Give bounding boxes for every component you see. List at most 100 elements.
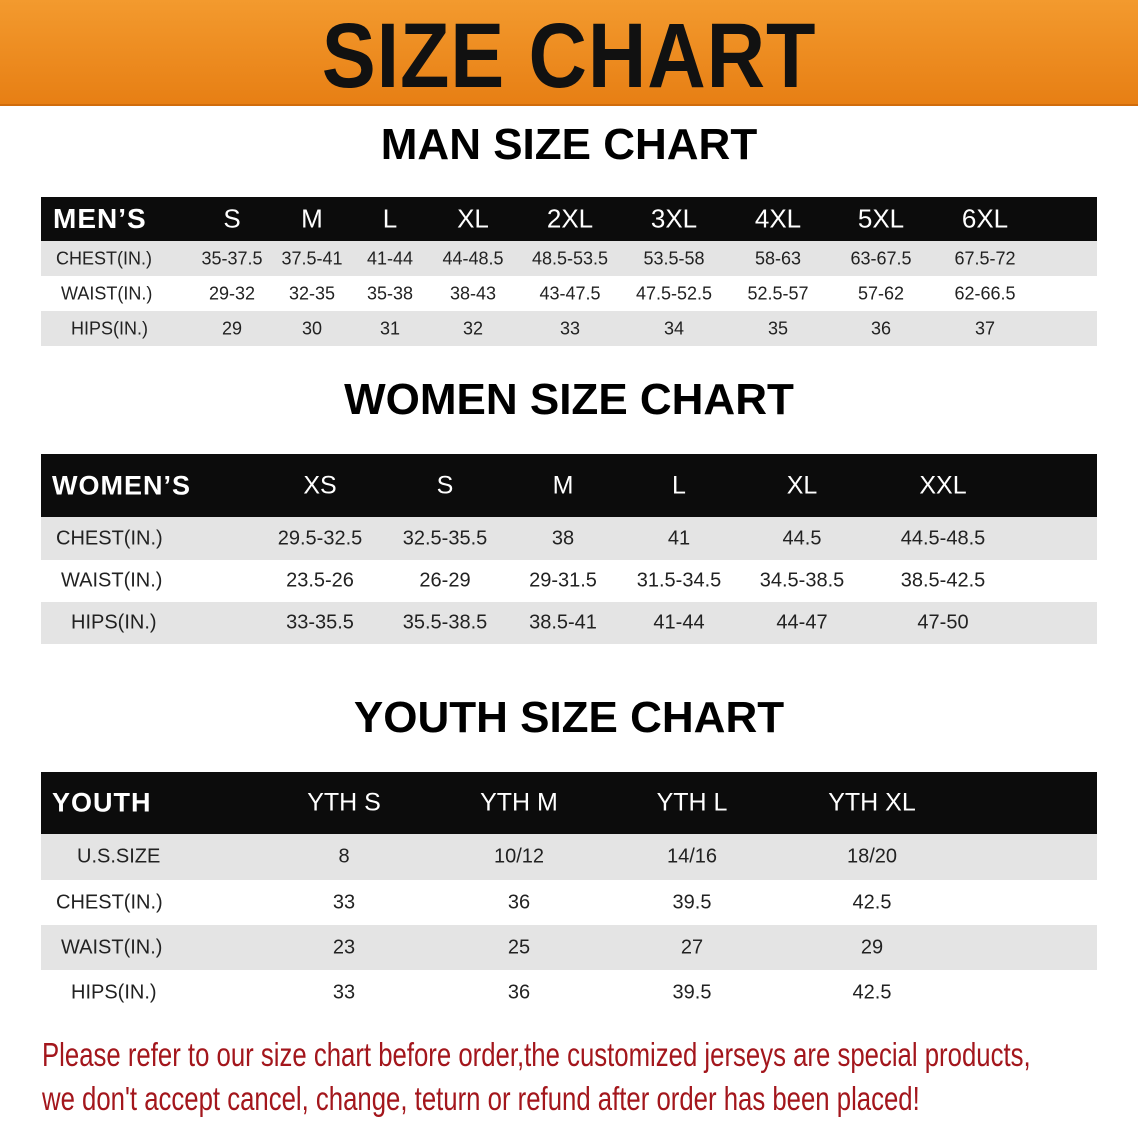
women-table-cell: 38	[551, 527, 575, 549]
women-size-xxl: XXL	[919, 471, 967, 499]
youth-row-label: HIPS(IN.)	[71, 981, 157, 1003]
youth-table-cell: 39.5	[672, 981, 712, 1003]
men-size-s: S	[223, 203, 241, 234]
men-table-cell: 31	[379, 318, 401, 338]
men-table-cell: 57-62	[857, 283, 905, 303]
women-table-row: HIPS(IN.) 33-35.5 35.5-38.5 38.5-41 41-44 44-…	[41, 602, 1097, 644]
men-table-row: HIPS(IN.) 29 30 31 32 33 34 35 36 37	[41, 311, 1097, 346]
women-table-cell: 26-29	[419, 569, 471, 592]
youth-table-cell: 10/12	[493, 845, 545, 868]
youth-table-row: CHEST(IN.) 33 36 39.5 42.5	[41, 880, 1097, 925]
women-row-label: CHEST(IN.)	[56, 527, 163, 549]
men-table-cell: 67.5-72	[954, 248, 1016, 268]
men-table-cell: 58-63	[754, 248, 802, 268]
youth-table-cell: 39.5	[672, 891, 712, 913]
youth-header-label: YOUTH	[52, 787, 152, 818]
women-table-cell: 31.5-34.5	[636, 569, 722, 592]
men-size-2xl: 2XL	[546, 203, 594, 234]
men-size-l: L	[382, 203, 398, 234]
women-table-cell: 23.5-26	[286, 569, 354, 592]
women-table-cell: 29.5-32.5	[277, 527, 363, 549]
men-table-cell: 38-43	[449, 283, 497, 303]
women-table-cell: 38.5-42.5	[900, 569, 986, 592]
youth-table-cell: 36	[507, 891, 531, 913]
youth-table-cell: 25	[507, 936, 531, 958]
women-section-title: WOMEN SIZE CHART	[344, 375, 794, 424]
youth-table-cell: 14/16	[666, 845, 718, 868]
men-table-cell: 43-47.5	[539, 283, 601, 303]
women-row-label: WAIST(IN.)	[61, 569, 163, 592]
men-table-row: CHEST(IN.) 35-37.5 37.5-41 41-44 44-48.5 48.5…	[41, 241, 1097, 276]
notice-line-2: we don't accept cancel, change, teturn o…	[42, 1080, 920, 1117]
youth-row-label: CHEST(IN.)	[56, 891, 163, 913]
youth-row-label: U.S.SIZE	[77, 845, 161, 868]
men-size-m: M	[301, 203, 323, 234]
women-size-table: WOMEN’S XS S M L XL XXL CHEST(IN.) 29.5-32.5 32.5…	[41, 454, 1097, 645]
men-table-cell: 30	[301, 318, 323, 338]
youth-table-cell: 33	[332, 891, 356, 913]
men-table-cell: 62-66.5	[954, 283, 1016, 303]
women-table-cell: 38.5-41	[529, 611, 597, 634]
men-table-cell: 44-48.5	[442, 248, 504, 268]
size-chart-banner: SIZE CHART	[0, 0, 1138, 107]
youth-table-row: HIPS(IN.) 33 36 39.5 42.5	[41, 970, 1097, 1015]
men-table-cell: 29	[221, 318, 243, 338]
women-size-m: M	[552, 471, 574, 499]
men-table-cell: 63-67.5	[850, 248, 912, 268]
youth-size-yth-l: YTH L	[656, 788, 728, 817]
women-table-cell: 41-44	[653, 611, 705, 634]
youth-table-cell: 8	[338, 845, 350, 868]
men-table-cell: 53.5-58	[643, 248, 705, 268]
women-table-row: CHEST(IN.) 29.5-32.5 32.5-35.5 38 41 44.5 44.5…	[41, 517, 1097, 560]
women-table-cell: 47-50	[917, 611, 969, 634]
notice-line-1: Please refer to our size chart before or…	[42, 1036, 1031, 1073]
men-size-4xl: 4XL	[754, 203, 802, 234]
youth-table-cell: 18/20	[846, 845, 898, 868]
men-table-cell: 29-32	[208, 283, 256, 303]
youth-table-cell: 23	[332, 936, 356, 958]
men-table-cell: 35-37.5	[201, 248, 263, 268]
women-table-cell: 29-31.5	[529, 569, 597, 592]
men-table-cell: 37	[974, 318, 996, 338]
youth-table-row: WAIST(IN.) 23 25 27 29	[41, 925, 1097, 970]
women-table-cell: 41	[667, 527, 691, 549]
women-size-s: S	[436, 471, 454, 499]
men-row-label: CHEST(IN.)	[56, 248, 152, 268]
women-size-xl: XL	[786, 471, 818, 499]
youth-size-yth-s: YTH S	[307, 788, 381, 817]
women-table-cell: 34.5-38.5	[759, 569, 845, 592]
youth-size-yth-m: YTH M	[480, 788, 558, 817]
women-table-cell: 44-47	[776, 611, 828, 634]
youth-row-label: WAIST(IN.)	[61, 936, 163, 958]
men-row-label: WAIST(IN.)	[61, 283, 153, 303]
men-table-cell: 37.5-41	[281, 248, 343, 268]
women-header-label: WOMEN’S	[52, 470, 191, 500]
men-table-cell: 35-38	[366, 283, 414, 303]
men-size-table: MEN’S S M L XL 2XL 3XL 4XL 5XL 6XL CHEST(IN.) 35-37…	[41, 197, 1097, 346]
men-size-3xl: 3XL	[650, 203, 698, 234]
men-table-cell: 47.5-52.5	[635, 283, 713, 303]
women-table-cell: 44.5	[782, 527, 822, 549]
youth-table-cell: 27	[680, 936, 704, 958]
men-section-title: MAN SIZE CHART	[380, 120, 758, 169]
youth-section-title: YOUTH SIZE CHART	[353, 693, 785, 742]
men-table-cell: 52.5-57	[747, 283, 809, 303]
men-row-label: HIPS(IN.)	[71, 318, 149, 338]
youth-table-row: U.S.SIZE 8 10/12 14/16 18/20	[41, 834, 1097, 880]
men-table-cell: 34	[663, 318, 685, 338]
women-table-cell: 44.5-48.5	[900, 527, 986, 549]
youth-table-cell: 42.5	[852, 981, 892, 1003]
men-table-cell: 33	[559, 318, 581, 338]
women-table-cell: 35.5-38.5	[402, 611, 488, 634]
women-table-cell: 32.5-35.5	[402, 527, 488, 549]
men-header-label: MEN’S	[53, 203, 147, 234]
men-table-cell: 41-44	[366, 248, 414, 268]
youth-table-cell: 36	[507, 981, 531, 1003]
men-header-row: MEN’S S M L XL 2XL 3XL 4XL 5XL 6XL	[41, 197, 1097, 241]
men-table-cell: 32	[462, 318, 484, 338]
youth-table-cell: 33	[332, 981, 356, 1003]
men-size-5xl: 5XL	[857, 203, 905, 234]
women-row-label: HIPS(IN.)	[71, 611, 157, 634]
women-header-row: WOMEN’S XS S M L XL XXL	[41, 454, 1097, 517]
youth-table-cell: 42.5	[852, 891, 892, 913]
